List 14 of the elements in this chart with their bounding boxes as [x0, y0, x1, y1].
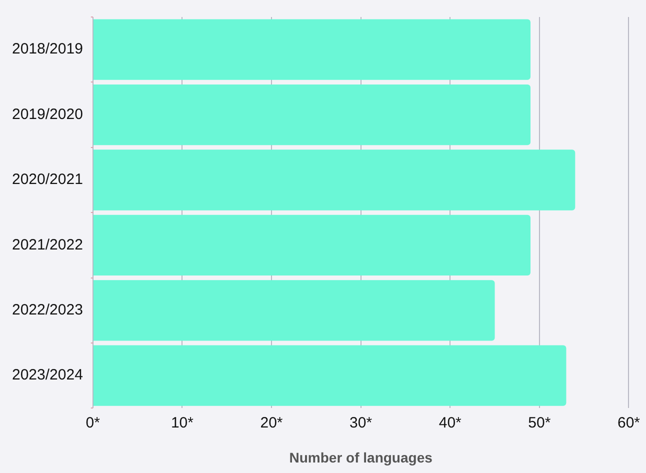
y-tick-label: 2022/2023	[12, 302, 83, 319]
y-tick-label: 2019/2020	[12, 106, 83, 123]
x-tick-label: 40*	[438, 414, 462, 432]
y-tick-label: 2018/2019	[12, 40, 83, 58]
y-tick-label: 2020/2021	[12, 171, 83, 188]
x-tick-label: 50*	[528, 414, 551, 432]
y-tick-label: 2023/2024	[12, 366, 83, 384]
x-axis-title: Number of languages	[289, 449, 433, 466]
y-tick-label: 2021/2022	[12, 236, 83, 254]
x-tick-label: 30*	[350, 414, 372, 432]
x-tick-label: 10*	[170, 414, 194, 432]
x-tick-label: 0*	[86, 414, 100, 432]
x-tick-label: 60*	[617, 414, 640, 432]
x-tick-label: 20*	[260, 414, 283, 432]
